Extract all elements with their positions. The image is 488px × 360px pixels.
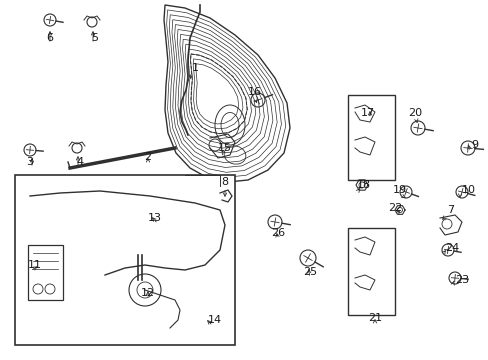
Text: 10: 10 (461, 185, 475, 195)
Text: 9: 9 (470, 140, 477, 150)
Text: 18: 18 (356, 180, 370, 190)
Text: 26: 26 (270, 228, 285, 238)
Text: 4: 4 (76, 157, 83, 167)
Text: 17: 17 (360, 108, 374, 118)
Text: 12: 12 (141, 288, 155, 298)
Bar (15, 175, 235, 345)
Text: 21: 21 (367, 313, 381, 323)
Text: 23: 23 (454, 275, 468, 285)
Text: 2: 2 (144, 152, 151, 162)
Text: 25: 25 (303, 267, 316, 277)
Text: 3: 3 (26, 157, 34, 167)
Text: 14: 14 (207, 315, 222, 325)
Text: 5: 5 (91, 33, 98, 43)
Text: 7: 7 (446, 205, 453, 215)
Bar (347, 95, 394, 180)
Text: 16: 16 (247, 87, 262, 97)
Bar (347, 228, 394, 315)
Text: 11: 11 (28, 260, 42, 270)
Text: 24: 24 (444, 243, 458, 253)
Text: 1: 1 (192, 63, 199, 73)
Text: 13: 13 (148, 213, 162, 223)
Text: 15: 15 (218, 143, 231, 153)
Text: 19: 19 (392, 185, 406, 195)
Text: 20: 20 (407, 108, 421, 118)
Text: 6: 6 (46, 33, 53, 43)
Text: 22: 22 (387, 203, 401, 213)
Bar (28, 245, 63, 300)
Text: 8: 8 (221, 177, 228, 187)
